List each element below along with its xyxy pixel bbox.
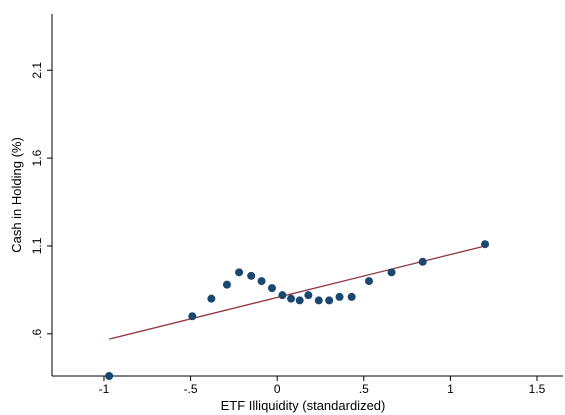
data-point	[257, 277, 266, 286]
data-point	[295, 296, 304, 305]
x-tick-label: -.5	[184, 382, 198, 396]
data-point	[418, 257, 427, 266]
y-tick-label: .6	[30, 328, 44, 338]
x-tick-label: 1.5	[529, 382, 546, 396]
data-point	[304, 291, 313, 300]
axes	[51, 14, 563, 377]
data-point	[235, 268, 244, 277]
data-point	[267, 284, 276, 293]
data-point	[325, 296, 334, 305]
y-ticks: .6 1.1 1.6 2.1	[30, 62, 52, 339]
x-axis-label: ETF Illiquidity (standardized)	[221, 398, 386, 413]
data-point	[364, 277, 373, 286]
x-tick-label: 0	[274, 382, 281, 396]
points-group	[105, 240, 490, 380]
data-point	[347, 292, 356, 301]
y-axis-label: Cash in Holding (%)	[9, 137, 24, 253]
data-point	[105, 372, 114, 380]
data-point	[387, 268, 396, 277]
x-ticks: -1 -.5 0 .5 1 1.5	[99, 376, 546, 396]
y-tick-label: 2.1	[30, 62, 44, 79]
data-point	[335, 292, 344, 301]
data-point	[278, 291, 287, 300]
y-tick-label: 1.6	[30, 149, 44, 166]
data-point	[222, 280, 231, 289]
data-point	[314, 296, 323, 305]
data-point	[207, 294, 216, 303]
data-point	[481, 240, 490, 249]
data-point	[287, 294, 296, 303]
x-tick-label: 1	[447, 382, 454, 396]
data-point	[188, 312, 197, 321]
data-point	[247, 271, 256, 280]
y-tick-label: 1.1	[30, 237, 44, 254]
x-tick-label: -1	[99, 382, 110, 396]
x-tick-label: .5	[359, 382, 369, 396]
